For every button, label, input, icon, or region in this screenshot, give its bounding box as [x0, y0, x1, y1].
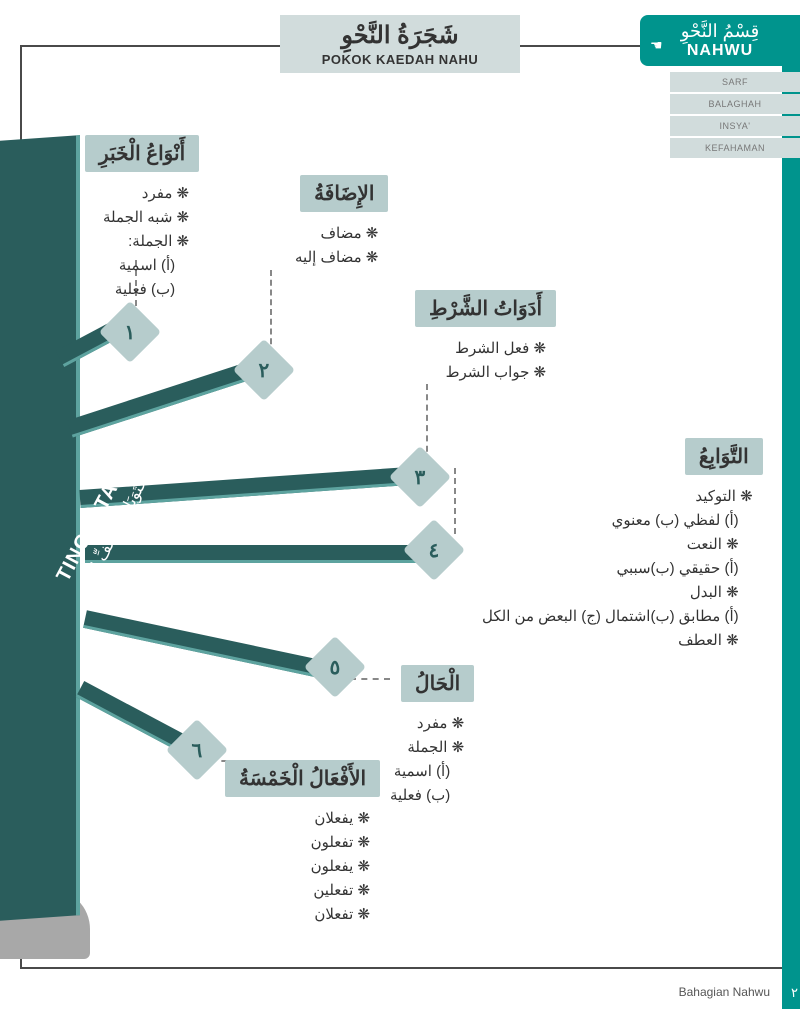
topic-title-2: الإِضَافَةُ — [300, 175, 388, 212]
topic-title-3: أَدَوَاتُ الشَّرْطِ — [415, 290, 556, 327]
topic-title-4: التَّوَابِعُ — [685, 438, 763, 475]
tab-active-latin: NAHWU — [644, 42, 796, 60]
tab-active-arabic: قِسْمُ النَّحْوِ — [644, 21, 796, 42]
tab-sarf[interactable]: SARF — [670, 72, 800, 92]
topic-1: أَنْوَاعُ الْخَبَرِ مفردشبه الجملةالجملة:… — [85, 135, 199, 306]
topic-items-6: يفعلانتفعلونيفعلونتفعلينتفعلان — [225, 803, 380, 931]
connector-2 — [270, 270, 272, 354]
topic-title-5: الْحَالُ — [401, 665, 474, 702]
connector-4 — [454, 468, 456, 534]
topic-items-5: مفردالجملة(أ) اسمية(ب) فعلية — [380, 708, 474, 812]
tab-kefahaman[interactable]: KEFAHAMAN — [670, 138, 800, 158]
topic-items-1: مفردشبه الجملةالجملة:(أ) اسمية(ب) فعلية — [85, 178, 199, 306]
tab-nahwu-active[interactable]: ☚ قِسْمُ النَّحْوِ NAHWU — [640, 15, 800, 66]
title-latin: POKOK KAEDAH NAHU — [284, 52, 516, 67]
title-arabic: شَجَرَةُ النَّحْوِ — [284, 21, 516, 50]
topic-5: الْحَالُ مفردالجملة(أ) اسمية(ب) فعلية — [380, 665, 474, 812]
topic-items-2: مضافمضاف إليه — [285, 218, 388, 274]
footer-text: Bahagian Nahwu — [679, 985, 770, 999]
tab-insya'[interactable]: INSYA' — [670, 116, 800, 136]
topic-title-1: أَنْوَاعُ الْخَبَرِ — [85, 135, 199, 172]
accent-stripe — [782, 45, 800, 1009]
topic-title-6: الأَفْعَالُ الْخَمْسَةُ — [225, 760, 380, 797]
topic-items-4: التوكيد(أ) لفظي (ب) معنوي❋ النعت(أ) حقيق… — [472, 481, 763, 657]
page-number: ٢ — [791, 985, 798, 1001]
connector-3 — [426, 384, 428, 462]
page-title-banner: شَجَرَةُ النَّحْوِ POKOK KAEDAH NAHU — [280, 15, 520, 73]
pointer-icon: ☚ — [650, 37, 663, 54]
topic-3: أَدَوَاتُ الشَّرْطِ فعل الشرطجواب الشرط — [415, 290, 556, 389]
tab-balaghah[interactable]: BALAGHAH — [670, 94, 800, 114]
topic-6: الأَفْعَالُ الْخَمْسَةُ يفعلانتفعلونيفعلو… — [225, 760, 380, 931]
topic-2: الإِضَافَةُ مضافمضاف إليه — [285, 175, 388, 274]
topic-items-3: فعل الشرطجواب الشرط — [415, 333, 556, 389]
branch-4 — [85, 545, 435, 563]
topic-4: التَّوَابِعُ التوكيد(أ) لفظي (ب) معنوي❋ ا… — [472, 438, 763, 657]
